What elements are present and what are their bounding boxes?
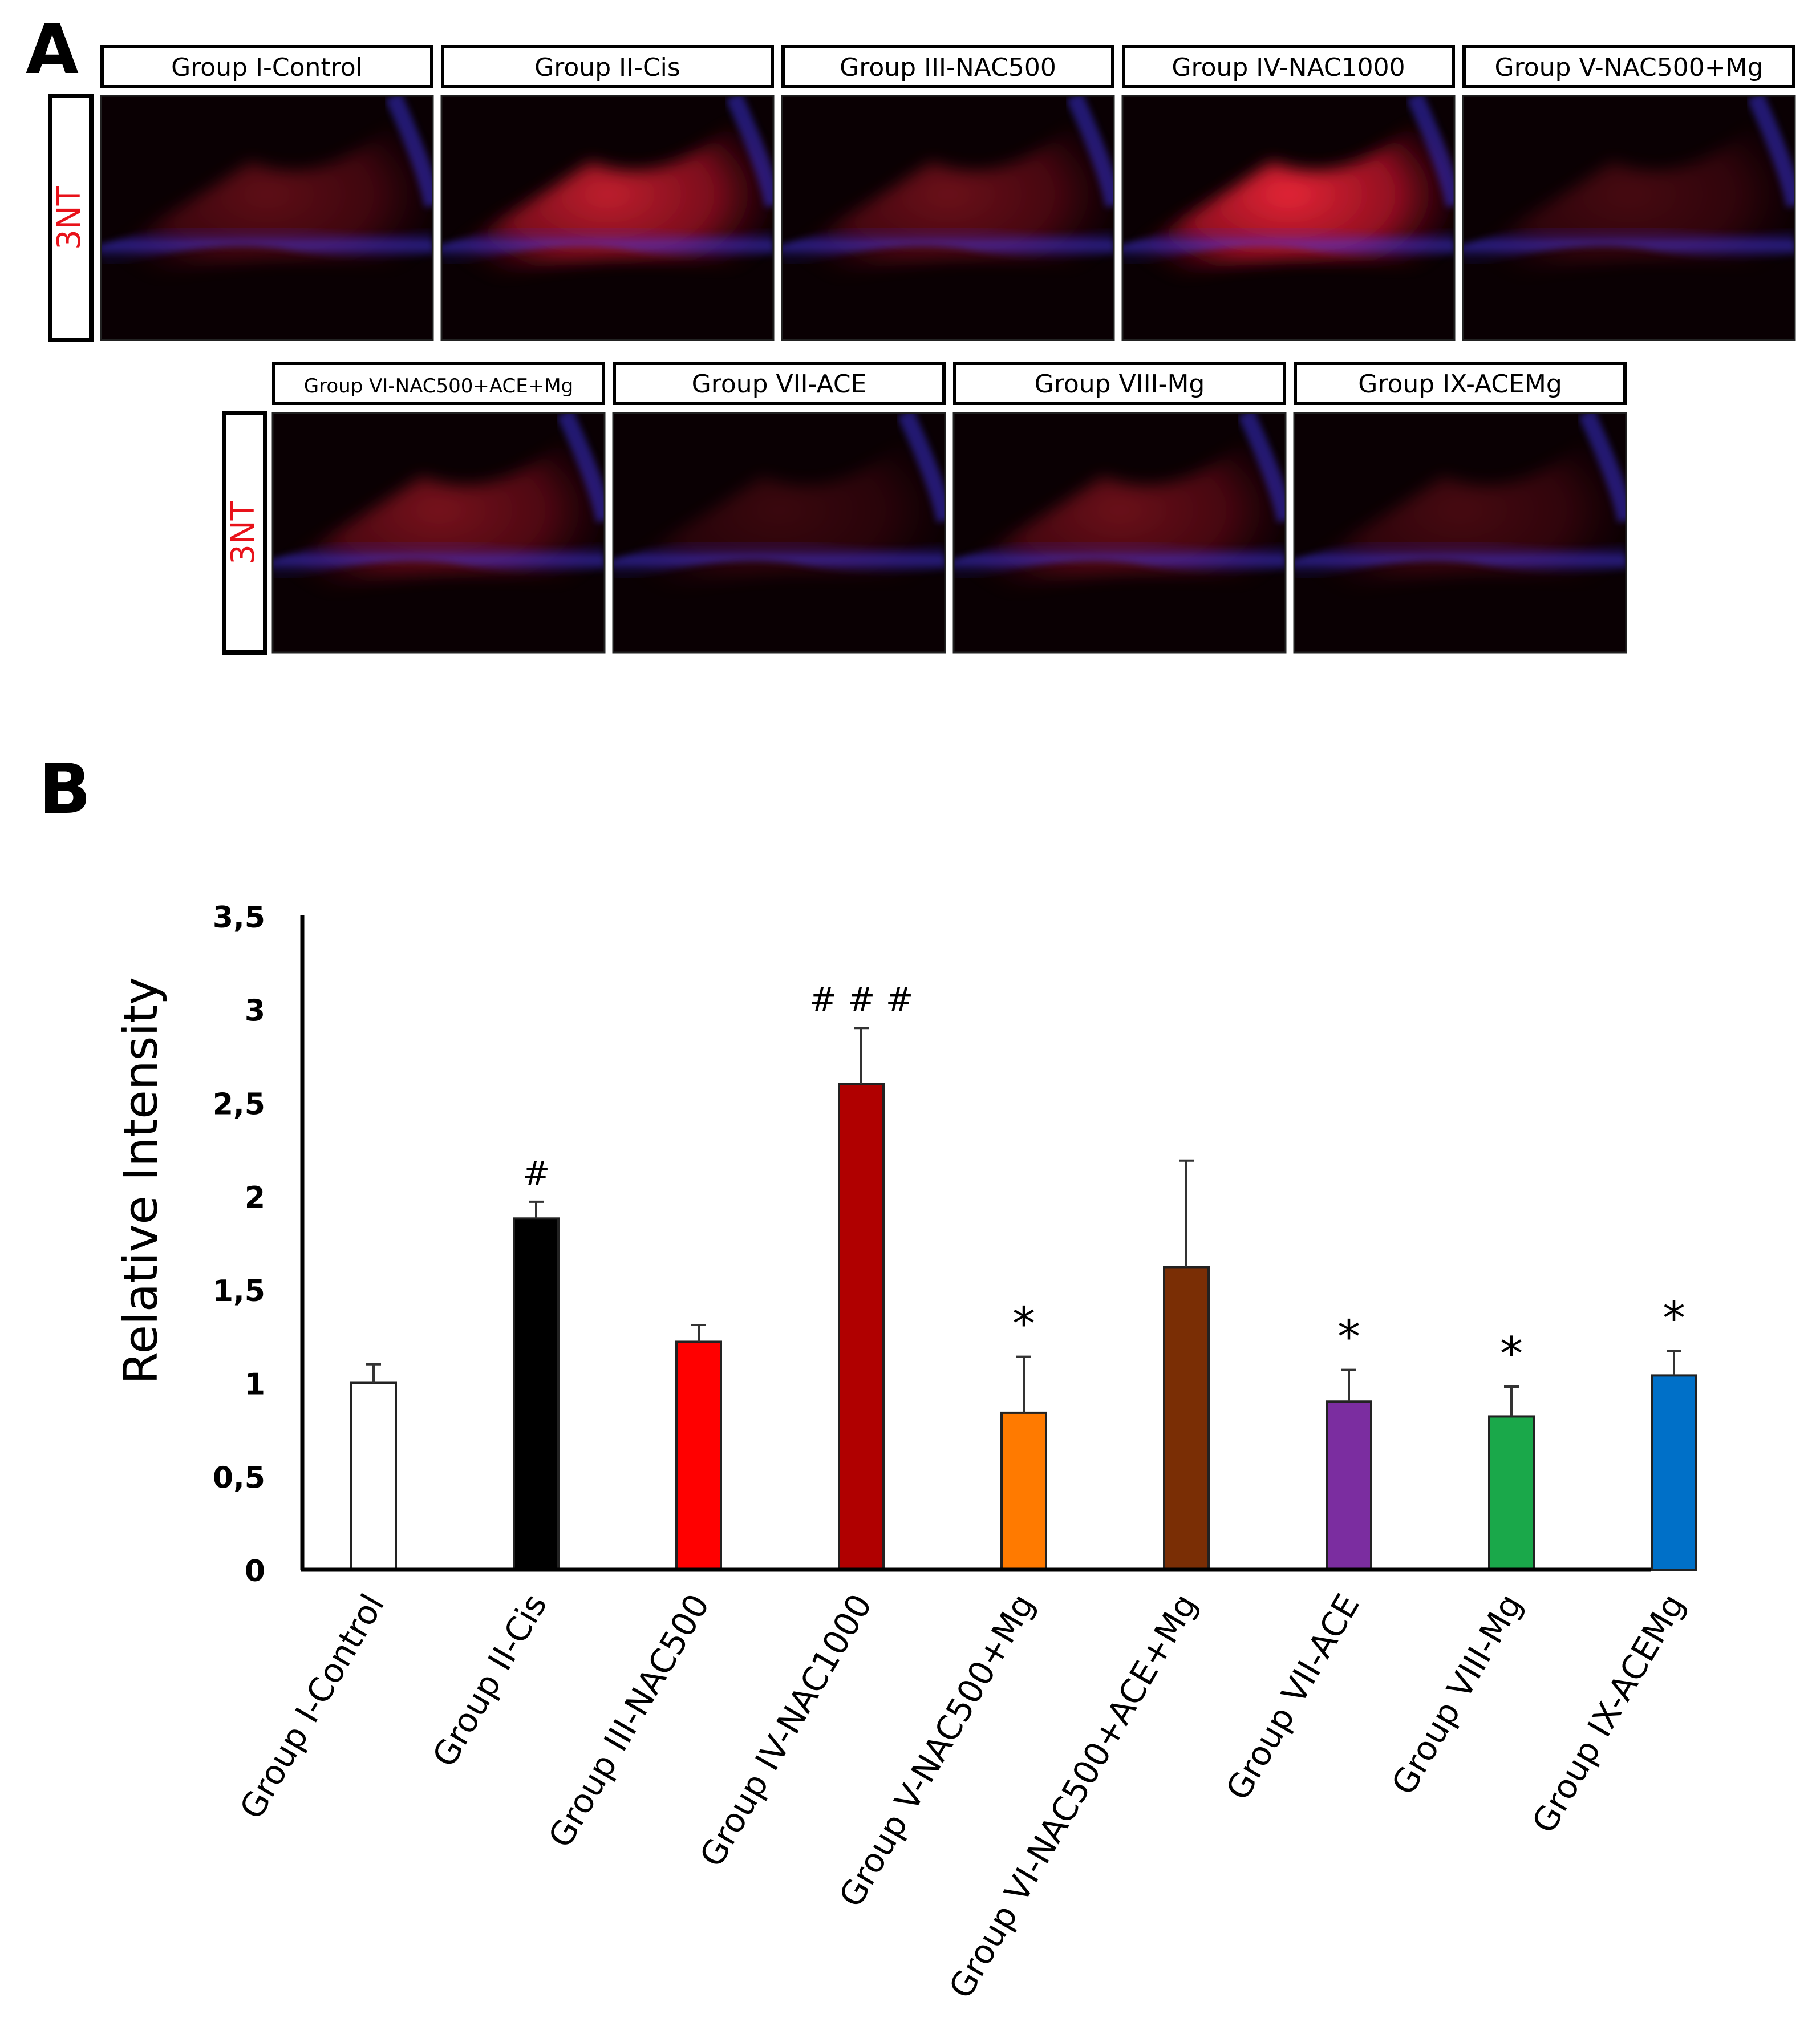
y-tick-label: 0,5 xyxy=(213,1461,265,1495)
panel-label: Group VIII-Mg xyxy=(1035,370,1205,399)
micrograph-panel: Group VII-ACE xyxy=(612,362,946,654)
marker-label: 3NT xyxy=(51,185,88,250)
panel-label-box xyxy=(100,45,433,88)
bar xyxy=(1488,1415,1535,1571)
y-axis-ticks: 0 0,5 1 1,5 2 2,5 3 3,5 xyxy=(213,901,265,1589)
bar xyxy=(838,1083,885,1571)
y-tick-label: 2 xyxy=(245,1181,265,1215)
panel-label-box xyxy=(1122,45,1455,88)
y-tick-label: 1 xyxy=(245,1368,265,1402)
micrograph-panel: Group IV-NAC1000 xyxy=(1121,45,1456,341)
marker-label: 3NT xyxy=(225,500,262,565)
panel-a-letter: A xyxy=(26,10,79,90)
micrograph-image xyxy=(612,412,946,654)
bar xyxy=(1163,1266,1210,1571)
panel-label-box xyxy=(1462,45,1795,88)
panel-b-letter: B xyxy=(39,750,91,829)
micrograph-row-1: 3NT Group I-Control Group II-Cis Group III… xyxy=(48,45,1796,342)
panel-label-box xyxy=(1294,362,1627,405)
micrograph-image xyxy=(781,95,1115,341)
micrograph-image xyxy=(440,95,775,341)
x-tick-label: Group I-Control xyxy=(232,1587,392,1825)
y-axis-label: Relative Intensity xyxy=(114,977,168,1384)
significance-marker: # # # xyxy=(809,980,914,1019)
micrograph-panel: Group VIII-Mg xyxy=(952,362,1287,654)
y-tick-label: 2,5 xyxy=(213,1087,265,1121)
panel-label: Group IX-ACEMg xyxy=(1358,370,1562,399)
panel-a: A 3NT Group I-Control Group II-Cis Group I… xyxy=(26,10,1796,655)
y-tick-label: 3,5 xyxy=(213,901,265,935)
micrograph-image xyxy=(100,95,434,341)
x-tick-label: Group II-Cis xyxy=(425,1587,554,1773)
significance-marker: * xyxy=(1500,1327,1523,1380)
bar xyxy=(675,1340,722,1571)
micrograph-panel: Group V-NAC500+Mg xyxy=(1462,45,1796,341)
micrograph-image xyxy=(271,412,606,654)
micrograph-image xyxy=(1462,95,1796,341)
significance-marker: # xyxy=(522,1154,550,1193)
micrograph-panel: Group VI-NAC500+ACE+Mg xyxy=(271,362,606,654)
micrograph-panel: Group II-Cis xyxy=(440,45,775,341)
panel-label-box xyxy=(441,45,774,88)
significance-marker: * xyxy=(1663,1292,1685,1345)
micrograph-panel: Group III-NAC500 xyxy=(781,45,1115,341)
marker-box xyxy=(48,94,94,342)
y-tick-label: 3 xyxy=(245,994,265,1028)
micrograph-row-2: 3NT Group VI-NAC500+ACE+Mg Group VII-ACE G… xyxy=(222,362,1627,655)
marker-box xyxy=(222,411,267,655)
micrograph-panel: Group I-Control xyxy=(100,45,434,341)
panel-label: Group V-NAC500+Mg xyxy=(1494,53,1763,82)
panel-label: Group VI-NAC500+ACE+Mg xyxy=(304,375,573,398)
x-tick-label: Group IX-ACEMg xyxy=(1525,1587,1693,1840)
x-tick-label: Group IV-NAC1000 xyxy=(692,1587,879,1873)
panel-label: Group I-Control xyxy=(171,53,363,82)
bar xyxy=(1651,1374,1697,1571)
bar xyxy=(350,1381,397,1571)
panel-label: Group VII-ACE xyxy=(692,370,867,399)
x-tick-label: Group VIII-Mg xyxy=(1384,1587,1530,1801)
micrograph-image xyxy=(1293,412,1627,654)
panel-label-box xyxy=(272,362,605,405)
panel-b: B Relative Intensity 00,511,522,533,5 ##… xyxy=(39,750,1697,2005)
panel-label: Group II-Cis xyxy=(534,53,680,82)
x-tick-label: Group VII-ACE xyxy=(1218,1587,1367,1806)
significance-marker: * xyxy=(1012,1298,1035,1351)
bar-series xyxy=(350,1083,1697,1571)
panel-label-box xyxy=(613,362,946,405)
panel-label: Group III-NAC500 xyxy=(840,53,1056,82)
y-tick-label: 0 xyxy=(245,1554,265,1589)
bar xyxy=(1000,1411,1047,1571)
bar xyxy=(513,1217,560,1571)
micrograph-image xyxy=(1121,95,1456,341)
bar xyxy=(1326,1400,1372,1571)
y-tick-label: 1,5 xyxy=(213,1274,265,1308)
significance-annotations: # # # # * * * * xyxy=(522,980,1685,1380)
error-bars xyxy=(366,1027,1681,1417)
panel-label-box xyxy=(953,362,1286,405)
panel-label: Group IV-NAC1000 xyxy=(1172,53,1405,82)
panel-label-box xyxy=(781,45,1114,88)
x-tick-label: Group III-NAC500 xyxy=(541,1587,717,1854)
micrograph-panel: Group IX-ACEMg xyxy=(1293,362,1627,654)
micrograph-image xyxy=(952,412,1287,654)
significance-marker: * xyxy=(1337,1311,1360,1364)
